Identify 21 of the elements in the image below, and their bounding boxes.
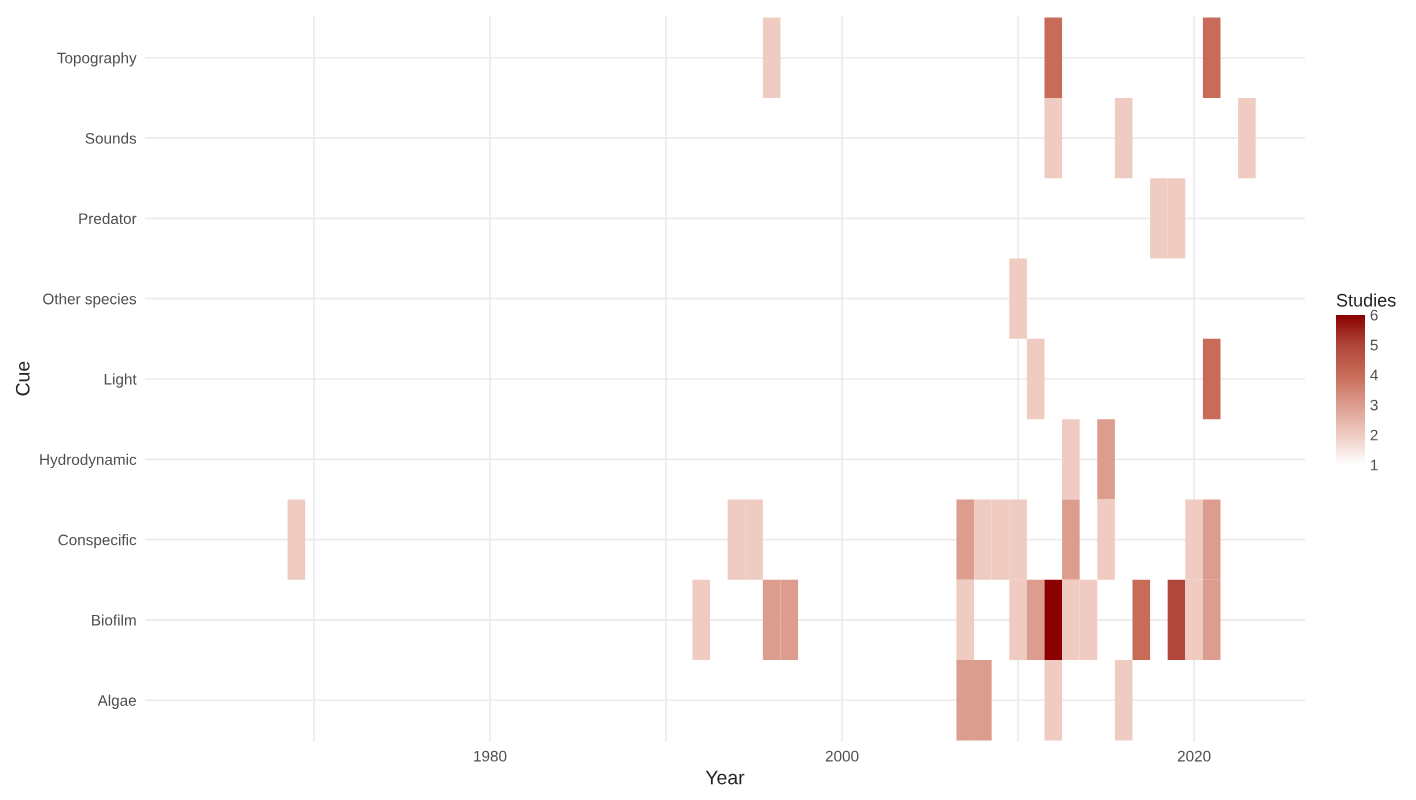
y-tick-label: Hydrodynamic <box>40 453 137 469</box>
y-tick-label: Topography <box>57 52 137 67</box>
x-tick-label: 2000 <box>825 750 859 762</box>
color-bar-label: 4 <box>1370 369 1378 381</box>
y-tick-label: Other species <box>43 293 137 308</box>
color-bar-label: 5 <box>1370 339 1378 351</box>
y-tick-label: Algae <box>97 694 136 709</box>
x-tick-label: 1980 <box>474 750 507 762</box>
y-axis-title: Cue <box>15 361 30 396</box>
y-tick-label: Sounds <box>85 132 137 144</box>
color-bar-label: 6 <box>1370 309 1378 321</box>
y-tick-label: Light <box>104 373 137 388</box>
y-tick-label: Conspecific <box>58 534 137 549</box>
color-bar-title: Studies <box>1336 293 1396 307</box>
x-tick-label: 2020 <box>1177 750 1211 762</box>
y-tick-label: Biofilm <box>92 614 136 626</box>
color-bar-label: 1 <box>1371 459 1378 471</box>
color-bar-label: 2 <box>1370 429 1378 441</box>
x-axis-title: Year <box>705 770 745 785</box>
y-tick-label: Predator <box>79 212 137 225</box>
color-bar-label: 3 <box>1370 399 1378 411</box>
